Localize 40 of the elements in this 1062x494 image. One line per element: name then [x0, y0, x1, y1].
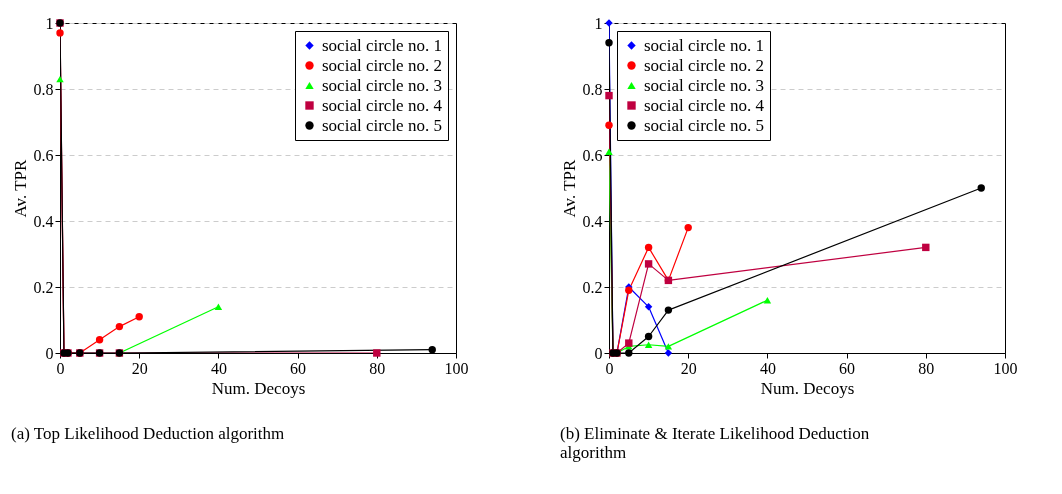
- y-tick-label: 0.8: [582, 80, 603, 98]
- x-tick-label: 0: [605, 359, 614, 377]
- y-tick-label: 0: [594, 344, 603, 362]
- x-axis-title: Num. Decoys: [760, 378, 855, 398]
- y-axis-title: Av. TPR: [559, 158, 579, 218]
- x-tick-label: 80: [369, 359, 386, 377]
- y-tick-label: 0.2: [33, 278, 54, 296]
- text: (b) Eliminate & Iterate Likelihood Deduction algorithm: [560, 424, 870, 462]
- y-tick-label: 0: [45, 344, 54, 362]
- y-tick-label: 0.6: [33, 146, 54, 164]
- x-tick-label: 100: [993, 359, 1018, 377]
- legend-label: social circle no. 5: [322, 115, 442, 135]
- legend-label: social circle no. 5: [644, 115, 764, 135]
- legend-label: social circle no. 4: [644, 95, 765, 115]
- y-tick-label: 1: [594, 14, 603, 32]
- legend-label: social circle no. 2: [644, 55, 764, 75]
- x-tick-label: 40: [759, 359, 776, 377]
- legend-label: social circle no. 3: [322, 75, 442, 95]
- legend-label: social circle no. 2: [322, 55, 442, 75]
- y-tick-label: 1: [45, 14, 54, 32]
- text: (a) Top Likelihood Deduction algorithm: [11, 424, 285, 443]
- legend-label: social circle no. 3: [644, 75, 764, 95]
- y-axis-title: Av. TPR: [10, 158, 30, 218]
- legend-label: social circle no. 1: [322, 35, 442, 55]
- x-tick-label: 60: [290, 359, 307, 377]
- x-tick-label: 20: [680, 359, 697, 377]
- y-tick-label: 0.8: [33, 80, 54, 98]
- x-tick-label: 0: [56, 359, 65, 377]
- legend-label: social circle no. 1: [644, 35, 764, 55]
- x-axis-title: Num. Decoys: [211, 378, 306, 398]
- y-tick-label: 0.6: [582, 146, 603, 164]
- x-tick-label: 60: [839, 359, 856, 377]
- y-tick-label: 0.4: [582, 212, 603, 230]
- x-tick-label: 100: [444, 359, 469, 377]
- y-tick-label: 0.2: [582, 278, 603, 296]
- x-tick-label: 80: [918, 359, 935, 377]
- legend-label: social circle no. 4: [322, 95, 443, 115]
- x-tick-label: 40: [210, 359, 227, 377]
- y-tick-label: 0.4: [33, 212, 54, 230]
- x-tick-label: 20: [131, 359, 148, 377]
